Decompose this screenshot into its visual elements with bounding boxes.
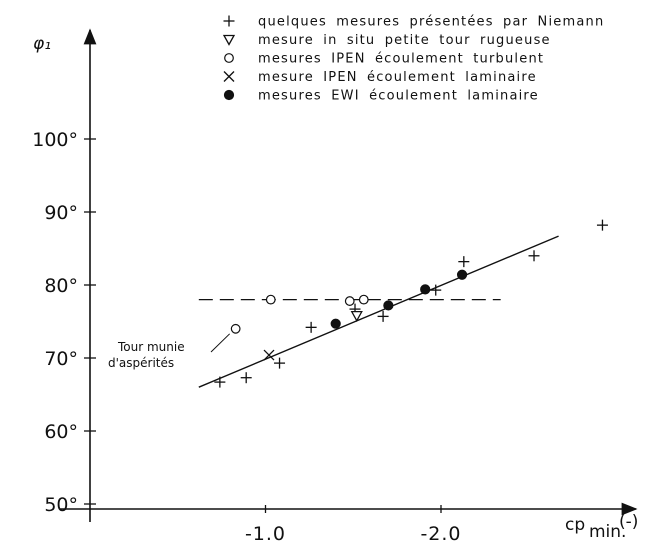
data-point-series-0 <box>274 357 286 369</box>
y-ticks: 50° 60° 70° 80° 90° 100° <box>32 129 96 516</box>
svg-text:cp: cp <box>565 515 585 535</box>
y-tick-label: 80° <box>44 275 78 297</box>
y-axis-label: φ₁ <box>33 34 51 54</box>
annotation-leader-line <box>210 333 231 353</box>
data-point-series-0 <box>214 376 226 388</box>
legend-entry: mesures EWI écoulement laminaire <box>258 89 539 104</box>
y-tick-label: 100° <box>32 129 78 151</box>
svg-text:min.: min. <box>589 522 626 542</box>
fit-line <box>198 235 559 388</box>
data-point-series-0 <box>596 219 608 231</box>
data-point-series-0 <box>305 321 317 333</box>
data-point-series-2 <box>265 294 276 305</box>
legend-marker <box>222 34 236 46</box>
annotation-line-1: Tour munie <box>117 340 185 354</box>
data-point-series-4 <box>383 300 394 311</box>
legend-marker <box>223 15 235 27</box>
data-point-series-3 <box>263 349 275 361</box>
data-point-series-2 <box>230 323 241 334</box>
data-point-series-4 <box>456 269 468 280</box>
legend-entry: mesure IPEN écoulement laminaire <box>258 70 537 85</box>
data-point-series-1 <box>350 311 363 322</box>
svg-text:(-): (-) <box>619 512 638 532</box>
y-tick-label: 90° <box>44 202 78 224</box>
x-tick-label: -2.0 <box>420 523 461 545</box>
data-point-series-0 <box>240 372 252 384</box>
annotation: Tour munie d'aspérités <box>108 333 231 370</box>
y-tick-label: 70° <box>44 348 78 370</box>
data-point-series-4 <box>420 284 431 295</box>
legend-marker <box>224 53 234 63</box>
legend-marker <box>223 89 235 101</box>
legend-marker <box>223 71 235 82</box>
x-ticks: -1.0 -2.0 <box>245 505 461 545</box>
legend: quelques mesures présentées par Niemann m… <box>222 15 604 104</box>
y-tick-label: 60° <box>44 421 78 443</box>
data-point-series-0 <box>377 310 389 322</box>
annotation-line-2: d'aspérités <box>108 356 174 370</box>
data-point-series-4 <box>330 318 341 329</box>
data-point-series-0 <box>458 256 470 268</box>
legend-entry: quelques mesures présentées par Niemann <box>258 15 604 30</box>
legend-entry: mesure in situ petite tour rugueuse <box>258 33 551 48</box>
data-point-series-0 <box>430 284 442 296</box>
data-point-series-2 <box>358 294 369 305</box>
y-tick-label: 50° <box>44 494 78 516</box>
data-points <box>214 219 608 388</box>
data-point-series-0 <box>528 250 540 262</box>
x-tick-label: -1.0 <box>245 523 286 545</box>
x-axis-label: cp min. (-) <box>565 512 638 542</box>
data-point-series-2 <box>344 296 355 306</box>
legend-entry: mesures IPEN écoulement turbulent <box>258 52 544 67</box>
